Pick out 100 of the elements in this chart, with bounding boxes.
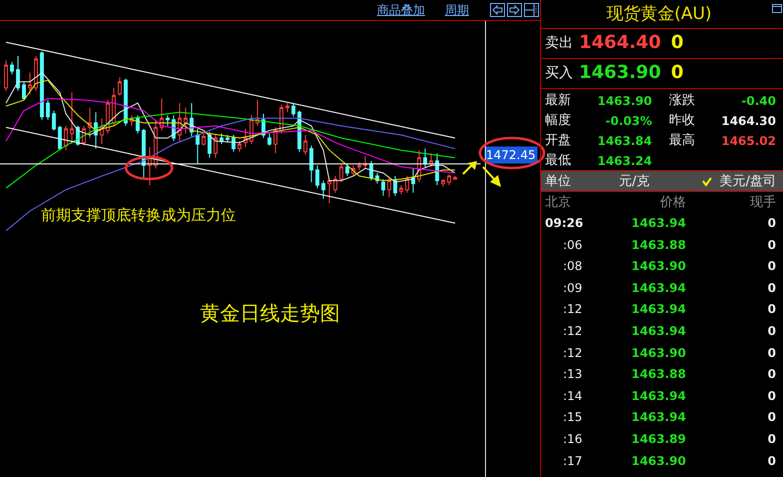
text: 最低: [545, 153, 571, 168]
text: :16: [563, 432, 582, 446]
candlestick: [220, 132, 224, 145]
text: -0.03%: [605, 114, 652, 128]
candlestick: [34, 55, 38, 92]
candlestick: [315, 164, 320, 189]
candlestick: [405, 176, 410, 194]
text: :17: [563, 454, 582, 468]
text: 现手: [750, 195, 776, 210]
text: 0: [768, 324, 776, 338]
text: 1463.90: [631, 259, 686, 274]
text: 0: [768, 454, 776, 468]
text: 1463.88: [631, 367, 686, 382]
candlestick: [58, 125, 62, 151]
candlestick: [387, 177, 392, 198]
candlestick: [333, 176, 338, 194]
candlestick: [447, 174, 452, 186]
text: 1463.88: [631, 238, 686, 252]
candlestick: [118, 76, 122, 96]
candlestick: [106, 100, 110, 134]
text: 最新: [545, 93, 571, 108]
text: 1463.94: [631, 302, 686, 316]
candlestick: [441, 178, 446, 188]
candlestick: [244, 128, 248, 148]
text: 1472.45: [486, 148, 536, 162]
text: 单位: [545, 174, 571, 189]
text: 开盘: [545, 133, 571, 148]
text: 0: [768, 388, 776, 403]
candlestick: [273, 126, 278, 154]
text: 0: [768, 259, 776, 274]
candlestick: [46, 100, 50, 120]
text: :09: [563, 280, 582, 295]
text: 昨收: [669, 113, 695, 128]
candlestick: [345, 163, 350, 177]
text: 0: [768, 346, 776, 360]
text: 0: [768, 216, 776, 230]
text: :12: [563, 324, 582, 338]
text: 幅度: [545, 113, 571, 128]
candlestick: [303, 134, 308, 156]
text: -0.40: [741, 94, 776, 108]
candlestick: [423, 148, 428, 168]
candlestick: [148, 146, 152, 186]
text: 1463.90: [579, 62, 661, 83]
candlestick: [4, 60, 8, 92]
text: 0: [768, 410, 776, 424]
text: 0: [768, 432, 776, 446]
candlestick: [429, 152, 434, 168]
candlestick: [267, 132, 272, 146]
text: 1463.24: [597, 154, 652, 168]
candlestick: [70, 92, 74, 145]
text: :08: [563, 259, 582, 274]
candlestick: [411, 168, 416, 194]
candlestick: [196, 128, 200, 164]
candlestick: [327, 178, 332, 204]
candlestick: [100, 118, 104, 145]
text: 黄金日线走势图: [200, 300, 340, 325]
candlestick: [22, 81, 26, 101]
text: :06: [563, 238, 582, 252]
text: 美元/盘司: [720, 174, 776, 189]
candlestick: [285, 102, 290, 113]
text: :14: [563, 388, 582, 403]
text: 0: [768, 302, 776, 316]
candlestick: [232, 134, 236, 152]
candlestick: [291, 102, 296, 118]
candlestick: [214, 134, 218, 158]
text: 1463.90: [597, 94, 652, 108]
candlestick: [202, 132, 206, 146]
candlestick: [453, 176, 458, 180]
text: 最高: [669, 133, 695, 148]
text: 现货黄金(AU): [605, 4, 713, 24]
text: 0: [768, 367, 776, 382]
text: 商品叠加: [377, 3, 425, 17]
candlestick: [28, 72, 32, 94]
text: 1463.94: [631, 388, 686, 403]
text: 1463.84: [597, 134, 652, 148]
candlestick: [393, 176, 398, 196]
candlestick: [166, 114, 170, 126]
text: :13: [563, 367, 582, 382]
text: 1463.94: [631, 280, 686, 295]
text: :12: [563, 346, 582, 360]
text: 1465.02: [721, 134, 776, 148]
text: :12: [563, 302, 582, 316]
text: 价格: [660, 195, 686, 210]
candlestick: [381, 178, 386, 196]
text: :15: [563, 410, 582, 424]
candlestick: [184, 107, 188, 134]
candlestick: [40, 50, 44, 120]
text: 涨跌: [669, 93, 695, 108]
candlestick: [52, 110, 56, 131]
text: 元/克: [619, 174, 650, 189]
candlestick: [208, 131, 212, 158]
candlestick: [309, 145, 314, 183]
text: 1463.90: [631, 454, 686, 468]
candlestick: [321, 180, 326, 200]
text: 09:26: [545, 216, 584, 230]
text: 北京: [545, 195, 571, 210]
text: 0: [671, 62, 684, 83]
candlestick: [399, 184, 404, 195]
candlestick: [16, 55, 20, 92]
text: 前期支撑顶底转换成为压力位: [41, 206, 236, 224]
